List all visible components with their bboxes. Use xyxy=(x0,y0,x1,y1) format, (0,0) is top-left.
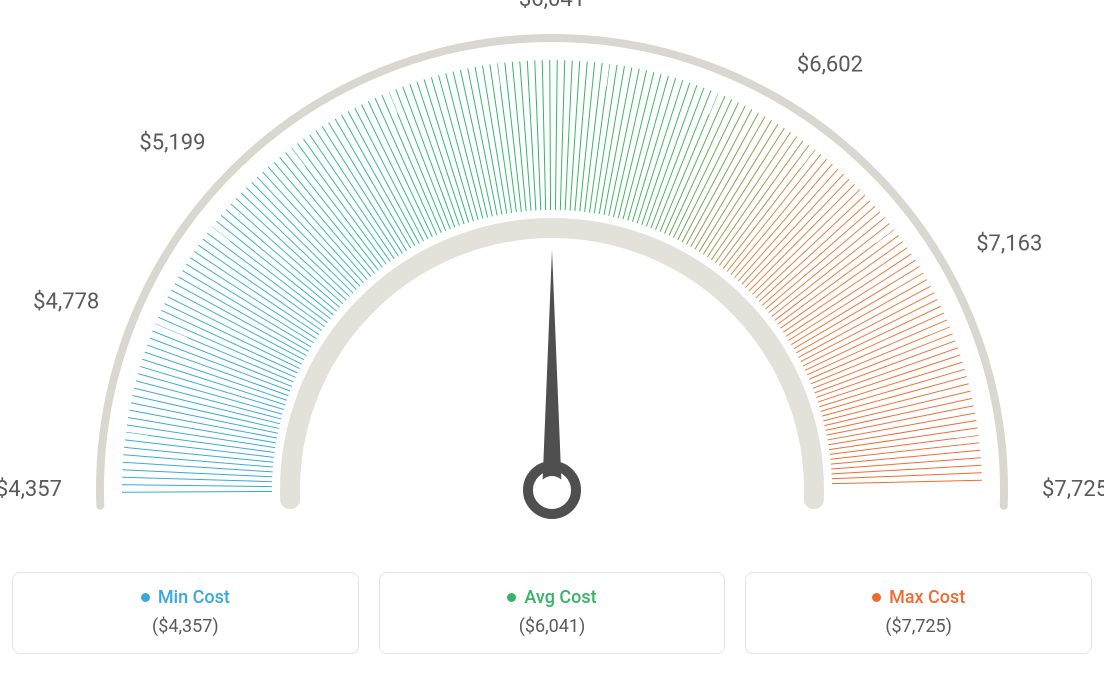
svg-text:$7,725: $7,725 xyxy=(1042,477,1104,502)
legend-title-max: Max Cost xyxy=(889,587,965,608)
legend-title-min: Min Cost xyxy=(158,587,230,608)
svg-text:$7,163: $7,163 xyxy=(976,232,1042,257)
svg-text:$6,602: $6,602 xyxy=(797,53,863,78)
svg-text:$6,041: $6,041 xyxy=(519,0,585,12)
legend-title-row: Max Cost xyxy=(872,587,965,608)
svg-text:$4,778: $4,778 xyxy=(33,289,99,314)
legend-row: Min Cost ($4,357) Avg Cost ($6,041) Max … xyxy=(2,572,1102,654)
legend-card-min: Min Cost ($4,357) xyxy=(12,572,359,654)
legend-title-row: Avg Cost xyxy=(507,587,596,608)
legend-value-avg: ($6,041) xyxy=(519,616,586,637)
legend-card-max: Max Cost ($7,725) xyxy=(745,572,1092,654)
legend-card-avg: Avg Cost ($6,041) xyxy=(379,572,726,654)
dot-min xyxy=(141,593,150,602)
svg-text:$4,357: $4,357 xyxy=(0,477,62,502)
gauge-chart: $4,357 $4,778 $5,199 $6,041 $6,602 $7,163 $7,7… xyxy=(0,0,1104,560)
legend-value-max: ($7,725) xyxy=(885,616,952,637)
gauge-svg: $4,357 $4,778 $5,199 $6,041 $6,602 $7,163 $7,7… xyxy=(0,0,1104,560)
dot-avg xyxy=(507,593,516,602)
dot-max xyxy=(872,593,881,602)
legend-value-min: ($4,357) xyxy=(152,616,219,637)
svg-text:$5,199: $5,199 xyxy=(139,131,205,156)
legend-title-row: Min Cost xyxy=(141,587,230,608)
legend-title-avg: Avg Cost xyxy=(524,587,596,608)
